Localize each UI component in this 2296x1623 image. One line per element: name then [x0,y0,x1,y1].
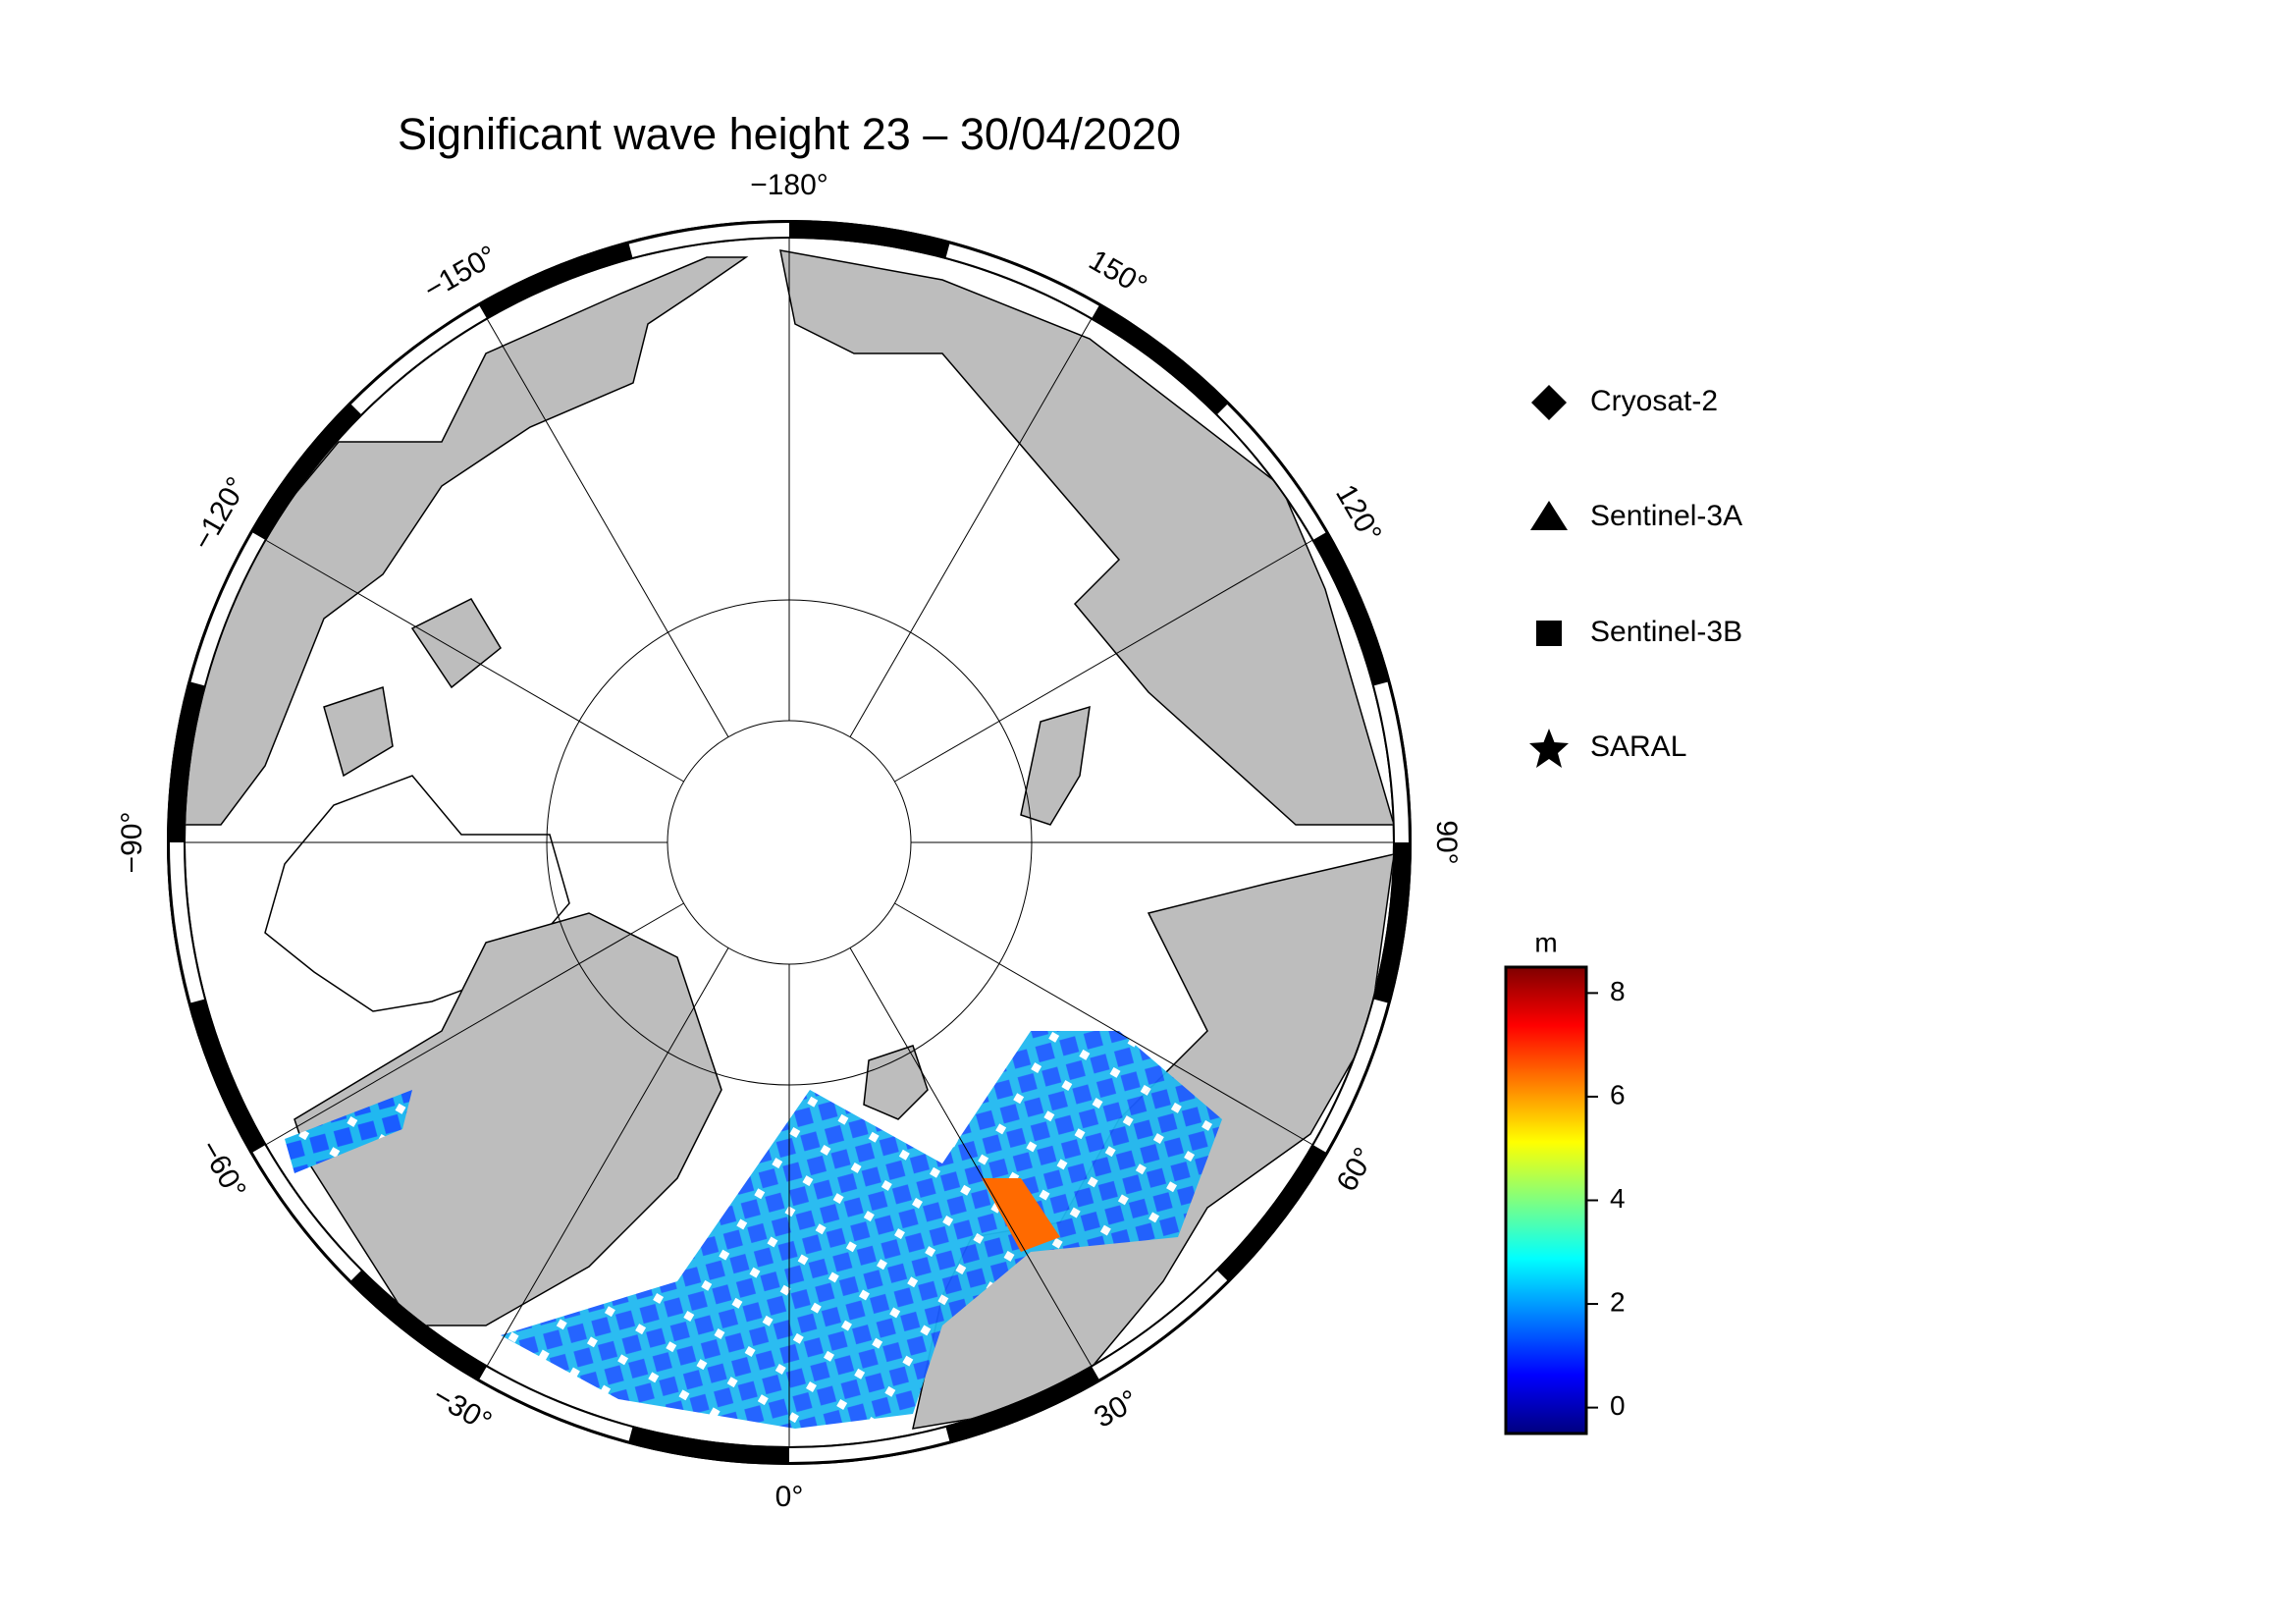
colorbar-tick-label: 0 [1610,1390,1626,1421]
frame-segment [788,1427,950,1462]
meridian-grid [186,239,1393,1446]
meridian-label: 0° [775,1481,804,1513]
legend-label: Cryosat-2 [1590,385,1718,417]
meridian-label: 90° [1430,820,1463,864]
legend-symbol [1536,621,1562,646]
map-title: Significant wave height 23 – 30/04/2020 [398,109,1181,159]
legend: Cryosat-2 Sentinel-3A Sentinel-3B SARAL [1529,385,1742,768]
meridian [487,319,729,737]
frame-segment [1217,404,1326,540]
meridian-label: −90° [116,812,148,874]
legend-symbol [1529,729,1569,768]
meridian-label: 150° [1084,243,1152,302]
meridian-label: −180° [750,169,828,201]
frame-segment [628,223,790,258]
meridian-label: 30° [1089,1384,1144,1434]
colorbar-label: m [1534,927,1557,957]
map-area [186,239,1393,1446]
legend-label: Sentinel-3A [1590,500,1742,532]
colorbar-tick-label: 8 [1610,976,1626,1006]
meridian [849,947,1092,1366]
frame-segment [190,532,265,686]
meridian-label: −30° [427,1380,497,1438]
colorbar-tick-label: 2 [1610,1286,1626,1317]
frame-segment [1373,681,1409,843]
frame-segment [170,841,205,1003]
meridian [894,540,1312,783]
colorbar-tick-label: 6 [1610,1079,1626,1109]
legend-symbol [1530,501,1568,530]
meridian-label: −60° [193,1135,252,1205]
colorbar-tick-label: 4 [1610,1183,1626,1214]
meridian [487,947,729,1366]
frame-edge [167,220,1412,1465]
meridian [849,319,1092,737]
meridian-label: 60° [1331,1142,1381,1197]
frame-segment [1313,999,1388,1153]
legend-label: SARAL [1590,730,1686,763]
frame-segment [350,305,487,414]
frame-segment [945,243,1099,318]
colorbar: m 0 2 4 6 8 [1504,927,1626,1435]
legend-label: Sentinel-3B [1590,616,1742,648]
meridian [894,902,1312,1145]
meridian-label: −150° [419,240,503,306]
frame-segment [479,1367,633,1441]
wave-swaths [285,1090,412,1173]
frame-segment [252,1145,361,1281]
legend-symbol [1531,385,1567,420]
colorbar-scale [1504,965,1588,1435]
meridian-label: 120° [1329,479,1388,548]
wave-swaths [982,1178,1060,1252]
meridian [266,540,684,783]
wave-swaths [501,1031,1222,1429]
meridian [266,902,684,1145]
meridian-label: −120° [187,472,253,556]
frame-segment [1092,1271,1228,1380]
